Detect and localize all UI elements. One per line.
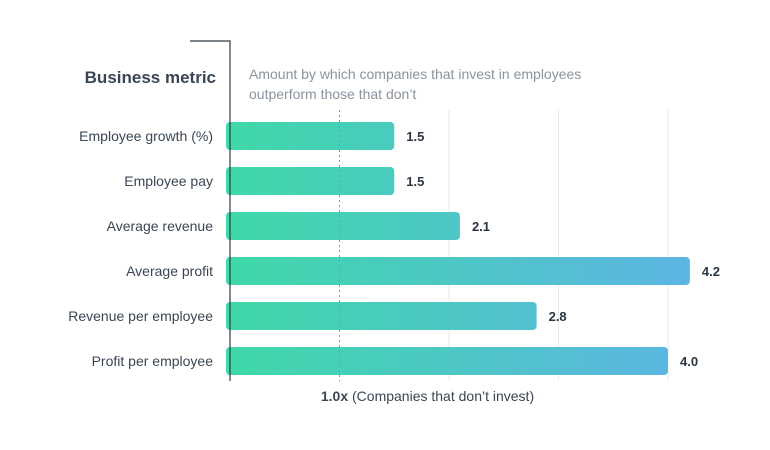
category-label: Employee growth (%) xyxy=(79,128,213,144)
bar xyxy=(226,167,395,195)
category-label: Employee pay xyxy=(124,173,213,189)
chart-subtitle-line-2: outperform those that don’t xyxy=(249,86,416,102)
category-labels: Employee growth (%) Employee pay Average r… xyxy=(68,128,213,369)
value-label: 4.2 xyxy=(702,264,720,279)
bar xyxy=(226,257,690,285)
gridlines xyxy=(448,110,669,381)
value-label: 1.5 xyxy=(406,174,424,189)
value-label: 1.5 xyxy=(406,129,424,144)
reference-label-rest: (Companies that don’t invest) xyxy=(348,388,534,404)
reference-label-strong: 1.0x xyxy=(321,388,348,404)
category-label: Profit per employee xyxy=(92,353,214,369)
y-axis-line xyxy=(190,40,231,381)
bar xyxy=(226,212,460,240)
bars xyxy=(226,122,690,375)
category-label: Revenue per employee xyxy=(68,308,213,324)
category-label: Average profit xyxy=(126,263,213,279)
bar xyxy=(226,122,395,150)
bar xyxy=(226,347,668,375)
value-label: 2.1 xyxy=(472,219,490,234)
category-label: Average revenue xyxy=(107,218,214,234)
bar xyxy=(226,302,537,330)
value-labels: 1.5 1.5 2.1 4.2 2.8 4.0 xyxy=(406,129,720,369)
reference-label: 1.0x (Companies that don’t invest) xyxy=(321,388,534,404)
value-label: 2.8 xyxy=(549,309,567,324)
y-axis-title: Business metric xyxy=(85,68,216,87)
chart-subtitle-line-1: Amount by which companies that invest in… xyxy=(249,66,581,82)
value-label: 4.0 xyxy=(680,354,698,369)
